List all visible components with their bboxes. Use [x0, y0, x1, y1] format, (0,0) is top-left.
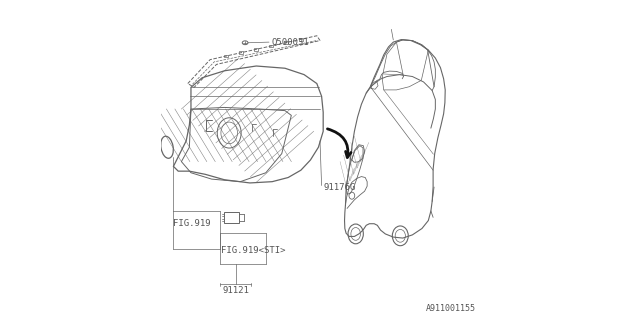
Text: FIG.919<STI>: FIG.919<STI> [221, 246, 285, 255]
Text: Q500031: Q500031 [271, 38, 309, 47]
Text: 91176G: 91176G [323, 183, 355, 192]
FancyArrowPatch shape [328, 129, 351, 157]
Text: A911001155: A911001155 [426, 304, 476, 313]
Text: FIG.919: FIG.919 [173, 219, 211, 228]
Text: 91121: 91121 [222, 286, 249, 295]
